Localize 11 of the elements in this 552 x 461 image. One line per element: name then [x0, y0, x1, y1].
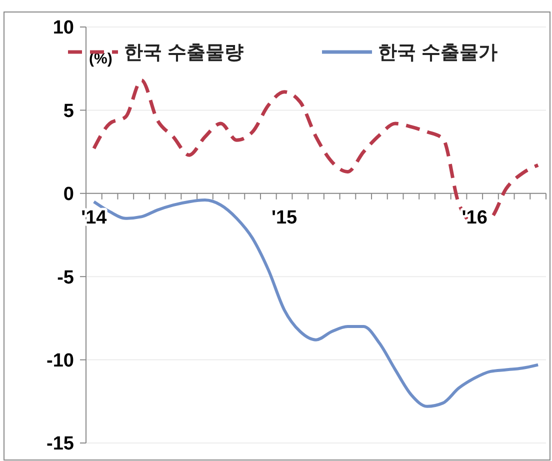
y-tick-label: -10 [46, 350, 74, 372]
y-tick-label: 5 [63, 100, 74, 122]
y-tick-label: -5 [57, 267, 74, 288]
x-tick-label: '14 [81, 207, 108, 228]
y-tick-label: 10 [52, 18, 74, 39]
legend-label: 한국 수출물량 [124, 42, 244, 64]
y-axis-title: (%) [89, 50, 112, 68]
y-tick-label: -15 [46, 434, 74, 455]
x-tick-label: '15 [271, 207, 298, 228]
legend-label: 한국 수출물가 [378, 42, 498, 64]
y-tick-label: 0 [63, 184, 74, 206]
